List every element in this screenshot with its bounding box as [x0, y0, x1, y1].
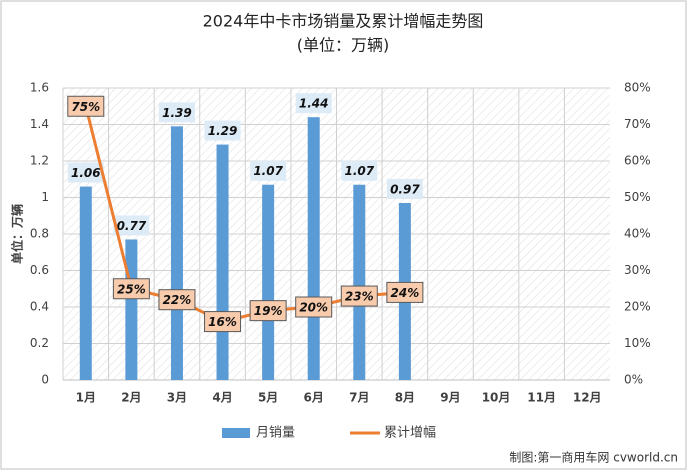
- y-tick-label: 1.6: [30, 81, 49, 95]
- bar-value-label: 0.97: [390, 182, 420, 196]
- y2-tick-label: 20%: [624, 300, 651, 314]
- line-value-label: 24%: [391, 286, 420, 300]
- bar-value-label: 0.77: [117, 219, 147, 233]
- y2-tick-label: 30%: [624, 263, 651, 277]
- line-value-label-group: 75%: [67, 95, 105, 117]
- x-tick-label: 2月: [121, 391, 141, 405]
- x-tick-label: 1月: [76, 391, 96, 405]
- legend-label: 累计增幅: [384, 426, 436, 441]
- y-tick-label: 0.8: [30, 227, 49, 241]
- bar-value-label-box: [295, 93, 332, 114]
- x-tick-label: 4月: [212, 391, 232, 405]
- line-value-label-group: 23%: [340, 285, 378, 307]
- line-value-label: 16%: [208, 315, 237, 329]
- bar-value-label-box: [113, 215, 150, 236]
- line-value-label: 75%: [71, 100, 100, 114]
- bar-value-label: 1.29: [208, 124, 238, 138]
- x-tick-label: 9月: [440, 391, 460, 405]
- y2-tick-label: 50%: [624, 190, 651, 204]
- line-value-label-group: 19%: [249, 300, 287, 322]
- y-tick-label: 0: [41, 373, 49, 387]
- bar-value-label-group: 1.07: [341, 160, 378, 181]
- line-value-label: 25%: [117, 282, 146, 296]
- y2-tick-label: 10%: [624, 336, 651, 350]
- bar: [79, 186, 92, 380]
- x-tick-label: 12月: [573, 391, 602, 405]
- bar: [170, 126, 183, 380]
- y-tick-label: 1.4: [30, 117, 49, 131]
- bar-value-label-group: 1.06: [67, 162, 104, 183]
- y-tick-label: 1.2: [30, 154, 49, 168]
- chart-subtitle: (单位：万辆): [297, 36, 390, 55]
- line-value-label-box: [67, 95, 105, 117]
- line-value-label-box: [158, 289, 196, 311]
- bar-value-label-box: [386, 178, 423, 199]
- line-value-label-box: [340, 285, 378, 307]
- y-tick-label: 1: [41, 190, 49, 204]
- x-tick-label: 10月: [482, 391, 511, 405]
- bar: [307, 117, 320, 380]
- y2-tick-label: 70%: [624, 117, 651, 131]
- y2-tick-label: 0%: [624, 373, 643, 387]
- line-value-label-group: 24%: [386, 281, 424, 303]
- line-value-label-group: 16%: [204, 311, 242, 333]
- line-value-label-box: [295, 296, 333, 318]
- bar-value-label-group: 1.07: [250, 160, 287, 181]
- bar-value-label-box: [158, 102, 195, 123]
- bar: [125, 239, 138, 380]
- bar: [262, 184, 275, 380]
- bar-value-label-group: 1.29: [204, 120, 241, 141]
- line-value-label-group: 25%: [112, 278, 150, 300]
- x-tick-label: 6月: [304, 391, 324, 405]
- line-value-label-group: 22%: [158, 289, 196, 311]
- line-value-label-box: [249, 300, 287, 322]
- x-tick-label: 3月: [167, 391, 187, 405]
- bar-value-label-group: 1.44: [295, 93, 332, 114]
- y-tick-label: 0.4: [30, 300, 49, 314]
- bar-value-label-box: [341, 160, 378, 181]
- bar-value-label: 1.07: [253, 164, 283, 178]
- y-tick-label: 0.2: [30, 336, 49, 350]
- x-tick-label: 8月: [395, 391, 415, 405]
- bar: [353, 184, 366, 380]
- x-tick-label: 7月: [349, 391, 369, 405]
- line-value-label: 20%: [299, 301, 328, 315]
- bar: [216, 144, 229, 380]
- x-tick-label: 5月: [258, 391, 278, 405]
- line-value-label-group: 20%: [295, 296, 333, 318]
- line-value-label: 22%: [163, 293, 192, 307]
- bar-value-label: 1.06: [71, 166, 101, 180]
- line-value-label-box: [112, 278, 150, 300]
- bar-value-label-group: 0.77: [113, 215, 150, 236]
- y-axis-label: 单位：万辆: [10, 204, 25, 264]
- line-value-label: 19%: [254, 304, 283, 318]
- x-tick-label: 11月: [527, 391, 556, 405]
- y-tick-label: 0.6: [30, 263, 49, 277]
- legend-swatch: [222, 428, 250, 438]
- bar-value-label: 1.07: [344, 164, 374, 178]
- bar-value-label-box: [67, 162, 104, 183]
- bar-value-label-box: [250, 160, 287, 181]
- line-value-label-box: [386, 281, 424, 303]
- line-value-label-box: [204, 311, 242, 333]
- bar-value-label-group: 1.39: [158, 102, 195, 123]
- line-value-label: 23%: [345, 290, 374, 304]
- bar-value-label-box: [204, 120, 241, 141]
- legend-label: 月销量: [256, 426, 295, 441]
- y2-tick-label: 80%: [624, 81, 651, 95]
- chart-title: 2024年中卡市场销量及累计增幅走势图: [203, 12, 484, 31]
- source-note: 制图:第一商用车网 cvworld.cn: [509, 450, 678, 465]
- bar-value-label-group: 0.97: [386, 178, 423, 199]
- y2-tick-label: 60%: [624, 154, 651, 168]
- bar-value-label: 1.44: [299, 97, 329, 111]
- y2-tick-label: 40%: [624, 227, 651, 241]
- bar-value-label: 1.39: [162, 106, 192, 120]
